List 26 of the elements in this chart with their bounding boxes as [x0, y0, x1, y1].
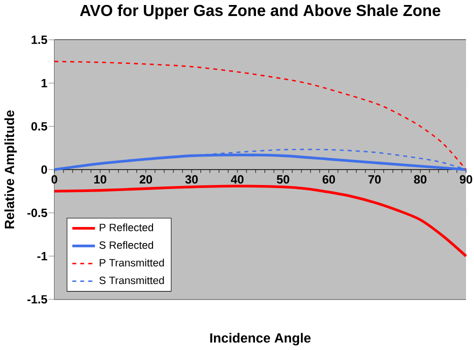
- x-tick-label: 0: [52, 175, 58, 184]
- y-tick-label: -0.5: [27, 208, 48, 218]
- y-tick-label: 0.5: [31, 122, 48, 131]
- legend-label: S Reflected: [99, 241, 154, 249]
- y-tick-label: -1.5: [27, 295, 48, 304]
- x-tick-label: 30: [185, 175, 198, 184]
- line-series: [54, 60, 467, 170]
- x-tick-label: 40: [230, 175, 244, 184]
- x-tick-label: 80: [414, 175, 426, 184]
- legend-label: P Reflected: [100, 224, 154, 232]
- x-tick-label: 90: [460, 175, 472, 184]
- legend-label: P Transmitted: [100, 258, 164, 267]
- y-tick-label: 1.5: [32, 36, 48, 44]
- x-tick-label: 60: [322, 175, 335, 184]
- x-axis-title: Incidence Angle: [210, 333, 311, 346]
- y-tick-label: -1: [37, 252, 48, 260]
- chart-title: AVO for Upper Gas Zone and Above Shale Zone: [80, 4, 440, 20]
- x-tick-label: 50: [276, 175, 290, 184]
- y-tick-label: 1: [42, 79, 48, 88]
- x-tick-label: 10: [94, 175, 106, 184]
- x-tick-label: 70: [368, 175, 381, 184]
- legend-label: S Transmitted: [99, 276, 164, 284]
- line-series: [53, 184, 468, 258]
- y-axis-title: Relative Amplitude: [4, 110, 17, 228]
- y-tick-label: 0: [41, 165, 48, 174]
- x-tick-label: 20: [140, 175, 152, 184]
